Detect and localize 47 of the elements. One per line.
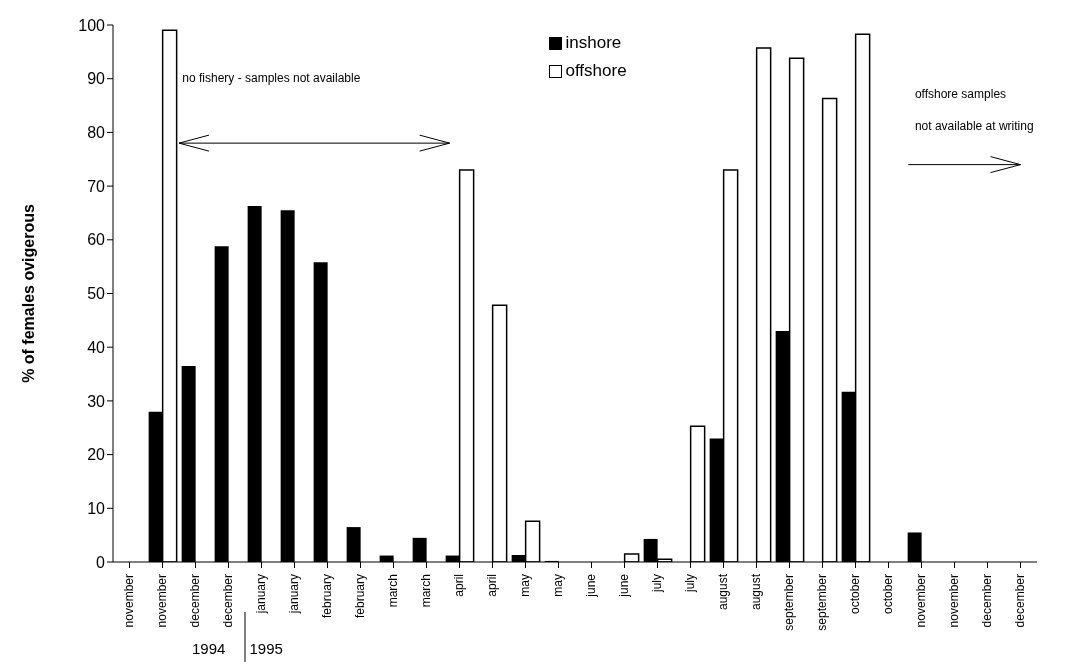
y-tick-label: 20 bbox=[87, 446, 106, 464]
text: 1995 bbox=[249, 640, 283, 657]
text: 1994 bbox=[192, 640, 226, 657]
x-tick-label: january bbox=[254, 574, 269, 615]
x-tick-label: august bbox=[749, 573, 764, 611]
x-tick-label: december bbox=[980, 574, 995, 628]
y-tick-label: 100 bbox=[78, 16, 106, 34]
x-tick-label: june bbox=[584, 573, 599, 598]
y-tick-label: 10 bbox=[87, 499, 106, 517]
x-tick-label: december bbox=[221, 574, 236, 628]
x-tick-label: november bbox=[947, 574, 962, 628]
x-tick-label: september bbox=[782, 574, 797, 631]
x-tick-label: october bbox=[881, 574, 896, 615]
y-tick-label: 0 bbox=[96, 553, 106, 571]
x-tick-label: november bbox=[122, 574, 137, 628]
x-tick-label: november bbox=[914, 574, 929, 628]
y-axis-title: % of females ovigerous bbox=[19, 204, 37, 383]
x-tick-label: march bbox=[419, 574, 434, 608]
x-tick-label: august bbox=[716, 573, 731, 611]
x-tick-label: october bbox=[848, 574, 863, 615]
x-tick-label: may bbox=[551, 574, 566, 597]
y-tick-label: 40 bbox=[87, 338, 106, 356]
annotation: offshore samples bbox=[914, 86, 1007, 101]
y-tick-label: 60 bbox=[87, 231, 106, 249]
x-tick-label: september bbox=[815, 574, 830, 631]
y-tick-label: 70 bbox=[87, 177, 106, 195]
x-tick-label: december bbox=[1013, 574, 1028, 628]
y-tick-label: 90 bbox=[87, 70, 106, 88]
y-tick-label: 30 bbox=[87, 392, 106, 410]
x-tick-label: april bbox=[452, 574, 467, 597]
y-tick-label: 80 bbox=[87, 124, 106, 142]
x-tick-label: april bbox=[485, 574, 500, 597]
y-tick-label: 50 bbox=[87, 285, 106, 303]
x-tick-label: january bbox=[287, 574, 302, 615]
x-tick-label: november bbox=[155, 574, 170, 628]
x-tick-label: march bbox=[386, 574, 401, 608]
x-tick-label: may bbox=[518, 574, 533, 597]
annotation: not available at writing bbox=[914, 119, 1034, 134]
x-tick-label: february bbox=[353, 574, 368, 619]
legend-label: offshore bbox=[565, 61, 627, 81]
legend-label: inshore bbox=[565, 33, 622, 53]
x-tick-label: february bbox=[320, 574, 335, 619]
x-tick-label: june bbox=[617, 573, 632, 598]
x-tick-label: july bbox=[683, 574, 698, 594]
x-tick-label: july bbox=[650, 574, 665, 594]
x-tick-label: december bbox=[188, 574, 203, 628]
annotation: no fishery - samples not available bbox=[182, 70, 361, 85]
